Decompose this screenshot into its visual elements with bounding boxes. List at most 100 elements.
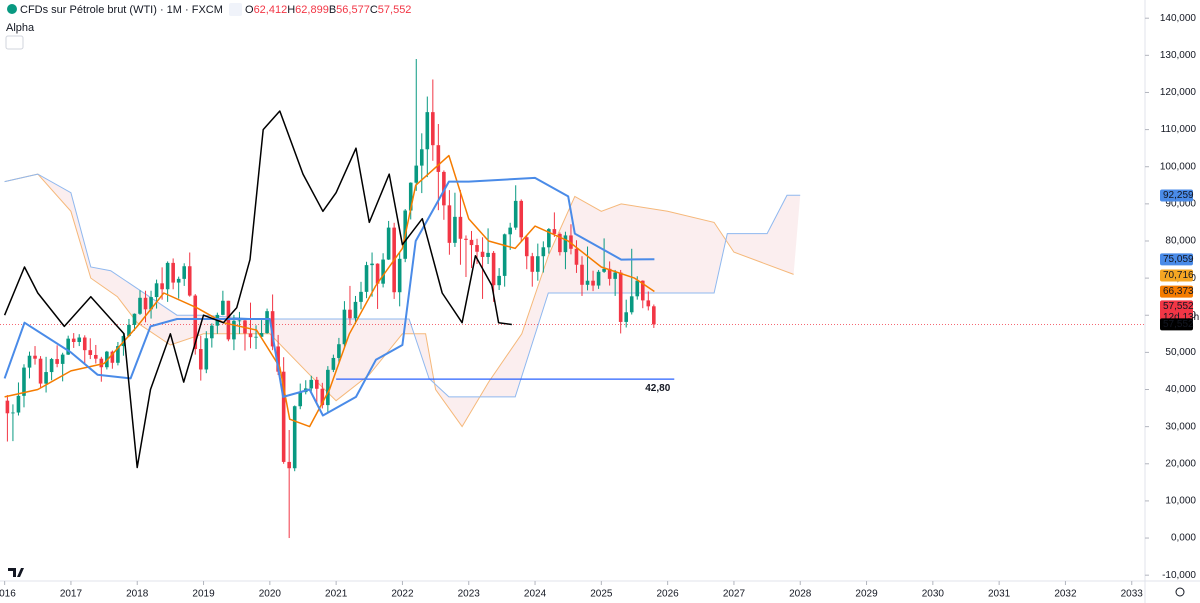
x-tick-label: 2017 — [60, 589, 83, 600]
settings-icon[interactable] — [1175, 587, 1185, 597]
candle-body — [11, 412, 15, 414]
price-badge-label: 66,373 — [1163, 286, 1194, 297]
candle-body — [364, 265, 369, 292]
candle-body — [563, 235, 568, 253]
ohlc-value: 56,577 — [336, 4, 370, 16]
candle-body — [160, 283, 164, 290]
candle-body — [502, 234, 507, 276]
candle-body — [287, 461, 291, 469]
candle-body — [497, 275, 501, 286]
status-dot — [7, 4, 17, 14]
candle-body — [292, 406, 297, 469]
price-badge-label: 70,716 — [1163, 270, 1194, 281]
x-tick-label: 2020 — [259, 589, 282, 600]
candle-body — [326, 369, 330, 406]
y-tick-label: 10,000 — [1165, 496, 1196, 507]
candle-body — [607, 268, 612, 279]
ohlc-key: O — [245, 4, 254, 16]
collapse-button[interactable] — [229, 3, 242, 16]
candle-body — [585, 280, 590, 285]
toggle-button[interactable] — [5, 35, 24, 50]
price-badge — [1160, 318, 1193, 331]
candle-body — [513, 200, 518, 228]
candle-body — [60, 354, 65, 364]
candle-body — [44, 372, 48, 384]
y-tick-label: 20,000 — [1165, 458, 1196, 469]
candle-body — [99, 358, 104, 368]
candle-body — [342, 309, 347, 345]
ichimoku-cloud — [4, 174, 801, 427]
indicator-line — [4, 154, 655, 428]
ohlc-key: B — [329, 4, 336, 16]
candle-body — [27, 355, 32, 368]
candle-body — [33, 355, 37, 359]
candle-body — [618, 272, 623, 322]
ohlc-key: H — [287, 4, 295, 16]
x-tick-label: 2032 — [1054, 589, 1077, 600]
candle-body — [88, 350, 93, 355]
candle-body — [408, 182, 413, 211]
candle-body — [298, 392, 303, 407]
candle-body — [519, 200, 524, 238]
candle-body — [138, 297, 142, 314]
candle-body — [652, 306, 656, 325]
candle-body — [165, 262, 170, 290]
chart-title: CFDs sur Pétrole brut (WTI) · 1M · FXCM — [20, 4, 223, 16]
y-tick-label: 40,000 — [1165, 384, 1196, 395]
x-tick-label: 2024 — [524, 589, 547, 600]
x-tick-label: 2028 — [789, 589, 812, 600]
candle-body — [480, 251, 485, 257]
candle-body — [116, 346, 120, 363]
candle-body — [309, 379, 314, 389]
price-badge — [1160, 269, 1193, 282]
candle-body — [149, 297, 153, 310]
y-tick-label: 100,000 — [1160, 161, 1197, 172]
price-badge-sublabel: 12d 13h — [1163, 312, 1199, 323]
candle-body — [82, 337, 87, 351]
x-tick-label: 2029 — [855, 589, 878, 600]
x-tick-label: 2026 — [657, 589, 680, 600]
candle-body — [187, 266, 192, 296]
candle-body — [486, 252, 490, 257]
y-tick-label: 140,000 — [1160, 13, 1197, 24]
ohlc-key: C — [370, 4, 378, 16]
y-tick-label: -10,000 — [1162, 570, 1196, 581]
candle-body — [646, 300, 651, 307]
ohlc-value: 62,412 — [254, 4, 288, 16]
ohlc-legend: O62,412H62,899B56,577C57,552 — [245, 4, 411, 16]
y-tick-label: 50,000 — [1165, 347, 1196, 358]
candle-body — [204, 338, 209, 370]
candle-body — [458, 216, 463, 239]
y-tick-label: 30,000 — [1165, 421, 1196, 432]
y-tick-label: 130,000 — [1160, 50, 1197, 61]
price-badge-label: 57,552 — [1163, 319, 1194, 330]
candle-body — [337, 344, 341, 358]
indicator-line — [3, 110, 512, 469]
candle-body — [624, 312, 629, 322]
ohlc-value: 57,552 — [378, 4, 412, 16]
x-tick-label: 2025 — [590, 589, 613, 600]
candle-body — [547, 229, 551, 248]
candle-body — [425, 112, 430, 150]
candle-body — [613, 272, 617, 279]
candle-body — [469, 239, 474, 246]
candle-body — [381, 259, 385, 284]
candle-body — [475, 245, 479, 252]
x-tick-label: 2021 — [325, 589, 348, 600]
indicator-line — [3, 176, 655, 417]
candle-body — [491, 252, 496, 286]
indicator-name: Alpha — [6, 22, 35, 34]
candle-body — [232, 320, 236, 340]
candle-body — [397, 258, 402, 293]
candle-body — [558, 233, 562, 253]
candle-body — [16, 395, 21, 413]
price-badge-label: 57,552 — [1163, 301, 1194, 312]
candle-body — [154, 283, 159, 298]
candle-body — [66, 338, 70, 355]
candle-body — [259, 333, 264, 337]
candle-body — [629, 296, 634, 313]
y-tick-label: 80,000 — [1165, 236, 1196, 247]
candle-body — [386, 227, 391, 260]
